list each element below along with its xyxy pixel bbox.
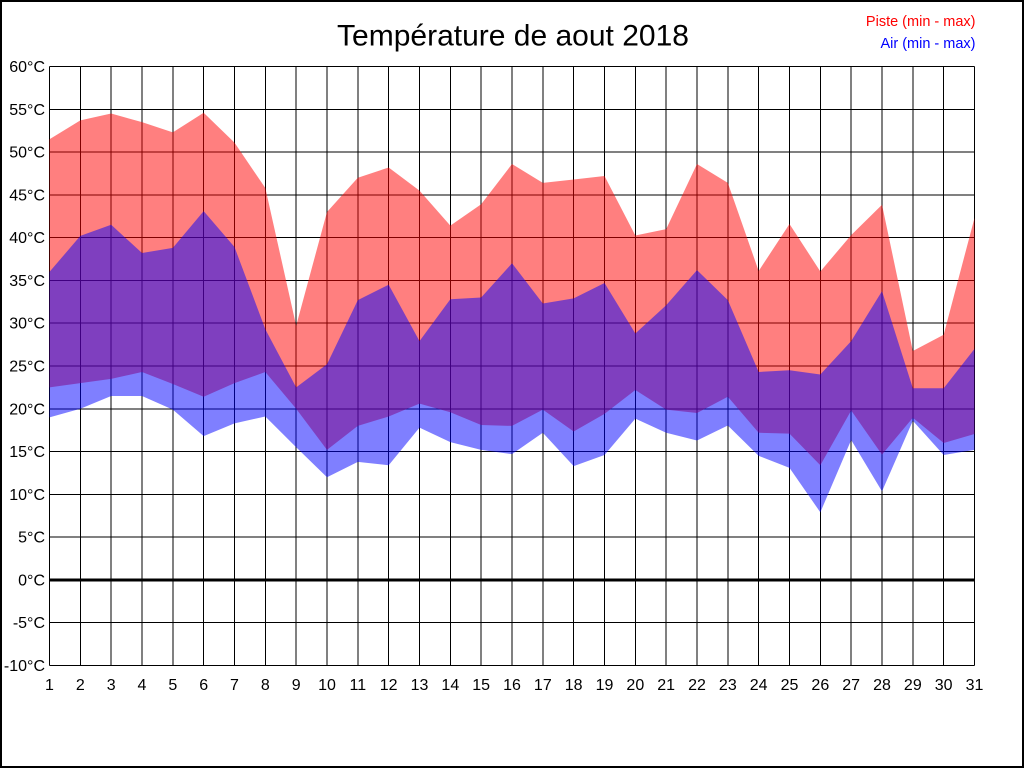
- svg-text:Piste (min - max): Piste (min - max): [866, 14, 976, 30]
- svg-text:8: 8: [261, 677, 270, 694]
- svg-text:23: 23: [719, 677, 737, 694]
- svg-text:20°C: 20°C: [9, 401, 45, 418]
- svg-text:29: 29: [904, 677, 922, 694]
- svg-text:9: 9: [292, 677, 301, 694]
- svg-text:60°C: 60°C: [9, 59, 45, 76]
- svg-text:0°C: 0°C: [18, 572, 45, 589]
- svg-text:13: 13: [411, 677, 429, 694]
- svg-text:31: 31: [966, 677, 984, 694]
- svg-text:5°C: 5°C: [18, 530, 45, 547]
- svg-text:14: 14: [441, 677, 459, 694]
- svg-text:17: 17: [534, 677, 552, 694]
- svg-text:-5°C: -5°C: [13, 615, 45, 632]
- svg-text:2: 2: [76, 677, 85, 694]
- svg-text:10: 10: [318, 677, 336, 694]
- svg-text:18: 18: [565, 677, 583, 694]
- svg-text:24: 24: [750, 677, 768, 694]
- svg-text:16: 16: [503, 677, 521, 694]
- svg-text:-10°C: -10°C: [4, 658, 45, 675]
- svg-text:21: 21: [657, 677, 675, 694]
- svg-text:50°C: 50°C: [9, 145, 45, 162]
- svg-text:26: 26: [811, 677, 829, 694]
- svg-text:1: 1: [45, 677, 54, 694]
- svg-text:25°C: 25°C: [9, 359, 45, 376]
- svg-text:20: 20: [626, 677, 644, 694]
- svg-text:10°C: 10°C: [9, 487, 45, 504]
- svg-text:11: 11: [350, 677, 367, 694]
- svg-text:7: 7: [230, 677, 239, 694]
- svg-text:55°C: 55°C: [9, 102, 45, 119]
- svg-text:Air (min - max): Air (min - max): [880, 36, 975, 52]
- svg-text:27: 27: [842, 677, 860, 694]
- svg-text:35°C: 35°C: [9, 273, 45, 290]
- svg-text:15: 15: [472, 677, 490, 694]
- svg-text:6: 6: [199, 677, 208, 694]
- svg-text:15°C: 15°C: [9, 444, 45, 461]
- svg-text:4: 4: [138, 677, 147, 694]
- svg-text:40°C: 40°C: [9, 230, 45, 247]
- svg-text:30°C: 30°C: [9, 316, 45, 333]
- svg-text:3: 3: [107, 677, 116, 694]
- svg-text:28: 28: [873, 677, 891, 694]
- svg-text:12: 12: [380, 677, 398, 694]
- svg-text:Température de aout 2018: Température de aout 2018: [337, 20, 689, 53]
- svg-text:30: 30: [935, 677, 953, 694]
- svg-text:25: 25: [781, 677, 799, 694]
- svg-text:45°C: 45°C: [9, 187, 45, 204]
- svg-text:19: 19: [596, 677, 614, 694]
- svg-text:22: 22: [688, 677, 706, 694]
- svg-text:5: 5: [168, 677, 177, 694]
